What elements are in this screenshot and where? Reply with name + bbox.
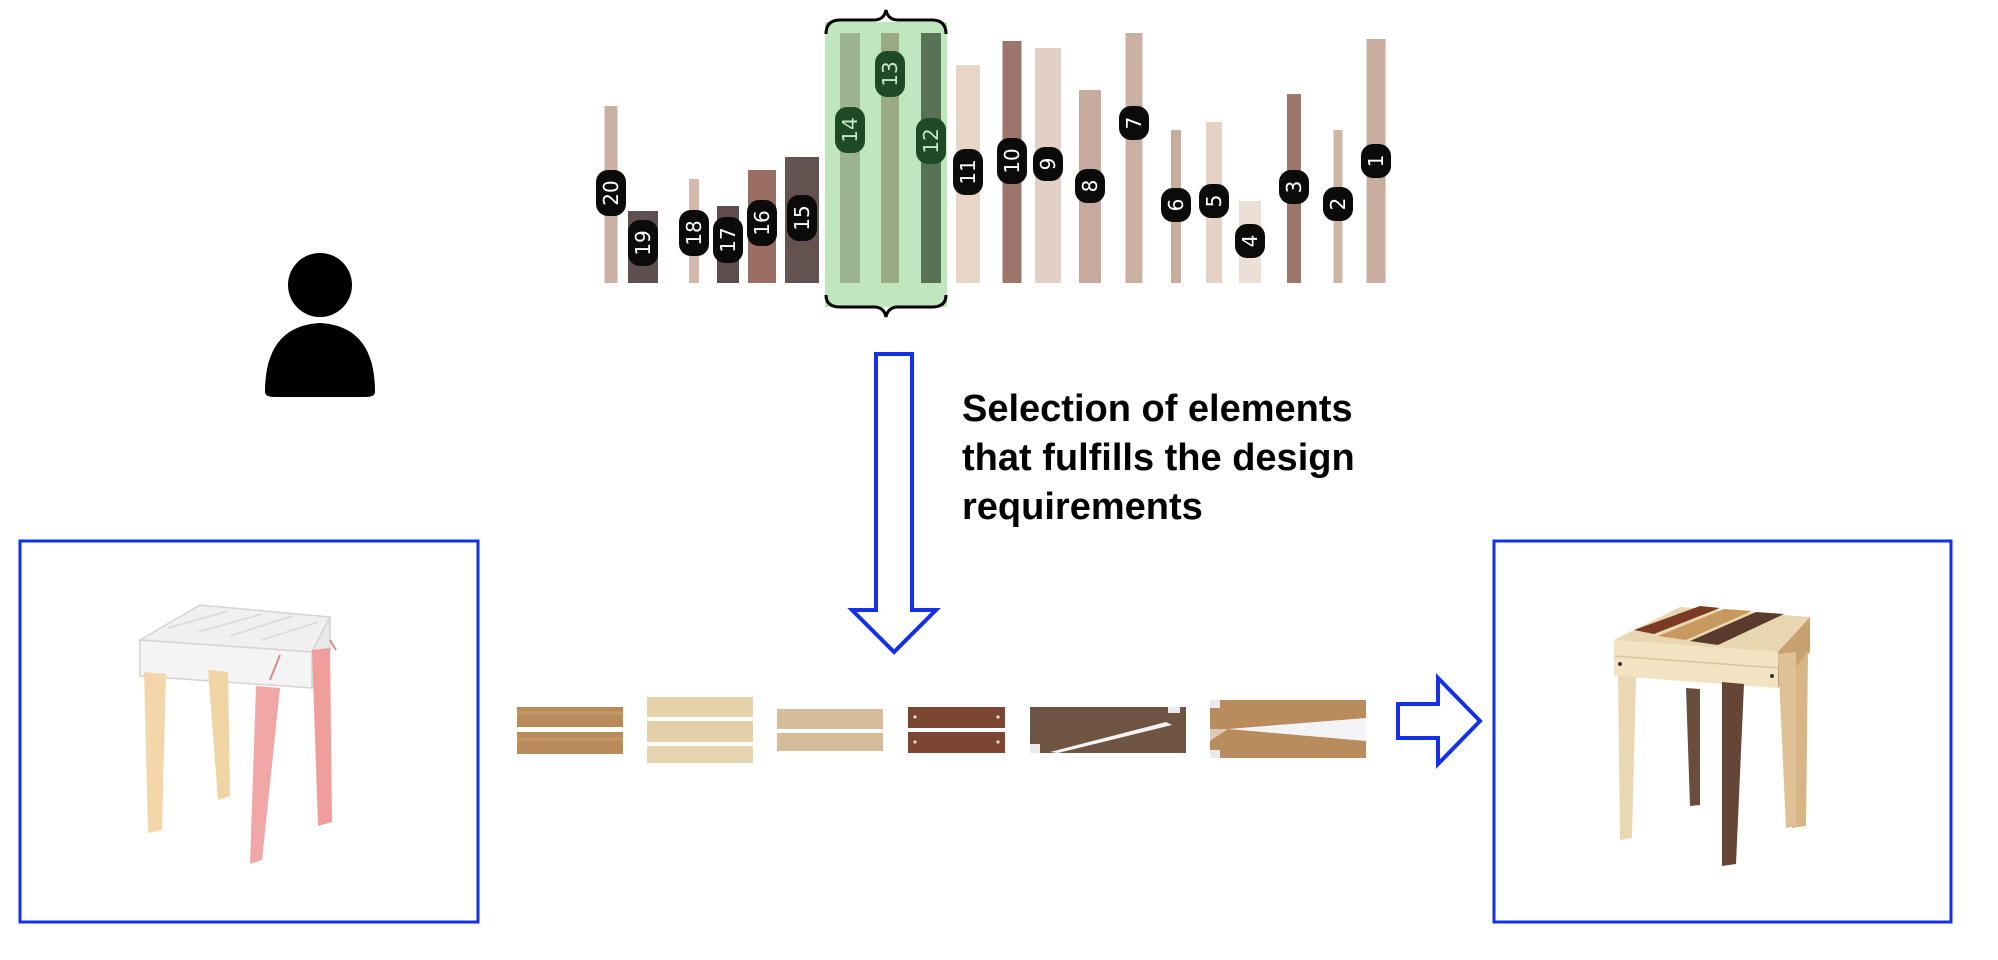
inventory-label-18: 18 xyxy=(679,210,709,256)
inventory-label-bg xyxy=(916,118,946,164)
inventory-label-text: 18 xyxy=(682,220,706,245)
inventory-label-9: 9 xyxy=(1033,147,1063,181)
inventory-label-17: 17 xyxy=(713,217,743,263)
inventory-label-5: 5 xyxy=(1199,184,1229,218)
inventory-label-text: 13 xyxy=(878,61,902,86)
inventory-label-20: 20 xyxy=(596,170,626,216)
inventory-label-bg xyxy=(628,220,658,266)
result-stool-illustration xyxy=(1613,606,1810,866)
inventory-label-text: 17 xyxy=(716,227,740,252)
inventory-label-1: 1 xyxy=(1361,144,1391,178)
caption-line-3: requirements xyxy=(962,486,1203,528)
inventory-label-text: 1 xyxy=(1364,155,1388,168)
inventory-label-bg xyxy=(1279,170,1309,204)
inventory-label-bg xyxy=(1119,106,1149,140)
inventory-label-bg xyxy=(679,210,709,256)
inventory-label-3: 3 xyxy=(1279,170,1309,204)
inventory-label-bg xyxy=(1361,144,1391,178)
selection-brace-bottom xyxy=(824,294,948,318)
inventory-label-text: 10 xyxy=(1000,148,1024,173)
cut-part-4 xyxy=(908,707,1005,753)
inventory-label-text: 9 xyxy=(1036,158,1060,171)
inventory-label-bg xyxy=(875,51,905,97)
inventory-label-6: 6 xyxy=(1161,188,1191,222)
cut-part-2 xyxy=(647,697,753,763)
result-right-arrow xyxy=(1396,673,1483,769)
inventory-bar-14 xyxy=(840,33,860,283)
inventory-label-bg xyxy=(596,170,626,216)
user-icon xyxy=(265,247,375,397)
inventory-label-bg xyxy=(835,107,865,153)
cut-part-5 xyxy=(1030,707,1186,753)
inventory-label-text: 11 xyxy=(956,159,980,184)
cut-part-6 xyxy=(1210,700,1366,758)
input-design-frame xyxy=(18,539,480,924)
design-stool-illustration xyxy=(137,604,337,864)
inventory-label-bg xyxy=(747,200,777,246)
caption-line-2: that fulfills the design xyxy=(962,437,1355,479)
selection-down-arrow xyxy=(847,352,941,655)
inventory-label-7: 7 xyxy=(1119,106,1149,140)
selection-caption: Selection of elements that fulfills the … xyxy=(962,385,1482,532)
inventory-label-11: 11 xyxy=(953,149,983,195)
inventory-label-bg xyxy=(1033,147,1063,181)
inventory-label-13: 13 xyxy=(875,51,905,97)
inventory-label-10: 10 xyxy=(997,138,1027,184)
inventory-label-19: 19 xyxy=(628,220,658,266)
inventory-label-text: 5 xyxy=(1202,195,1226,208)
inventory-label-bg xyxy=(997,138,1027,184)
inventory-label-16: 16 xyxy=(747,200,777,246)
inventory-label-bg xyxy=(1161,188,1191,222)
inventory-label-text: 6 xyxy=(1164,199,1188,212)
inventory-label-2: 2 xyxy=(1323,187,1353,221)
inventory-bar-7 xyxy=(1125,33,1143,283)
inventory-label-text: 12 xyxy=(919,128,943,153)
inventory-label-text: 19 xyxy=(631,230,655,255)
inventory-label-text: 3 xyxy=(1282,181,1306,194)
inventory-label-bg xyxy=(953,149,983,195)
inventory-label-bg xyxy=(787,195,817,241)
inventory-label-text: 7 xyxy=(1122,117,1146,130)
result-design-frame xyxy=(1492,539,1953,924)
inventory-label-text: 15 xyxy=(790,205,814,230)
inventory-label-bg xyxy=(713,217,743,263)
caption-line-1: Selection of elements xyxy=(962,388,1353,430)
inventory-label-bg xyxy=(1235,224,1265,258)
inventory-label-bg xyxy=(1075,169,1105,203)
cut-part-1 xyxy=(517,707,623,754)
inventory-label-text: 4 xyxy=(1238,235,1262,248)
inventory-label-text: 20 xyxy=(599,180,623,205)
inventory-label-14: 14 xyxy=(835,107,865,153)
selection-brace-top xyxy=(824,9,948,35)
inventory-labels: 20 19 18 17 16 15 14 13 12 11 10 9 8 7 6 5 4 3 2 1 xyxy=(596,51,1391,266)
inventory-label-bg xyxy=(1199,184,1229,218)
inventory-label-text: 16 xyxy=(750,210,774,235)
inventory-label-text: 2 xyxy=(1326,198,1350,211)
inventory-label-4: 4 xyxy=(1235,224,1265,258)
inventory-label-text: 14 xyxy=(838,117,862,142)
inventory-label-15: 15 xyxy=(787,195,817,241)
inventory-label-12: 12 xyxy=(916,118,946,164)
cut-part-3 xyxy=(777,709,883,751)
inventory-label-8: 8 xyxy=(1075,169,1105,203)
inventory-label-bg xyxy=(1323,187,1353,221)
inventory-label-text: 8 xyxy=(1078,180,1102,193)
